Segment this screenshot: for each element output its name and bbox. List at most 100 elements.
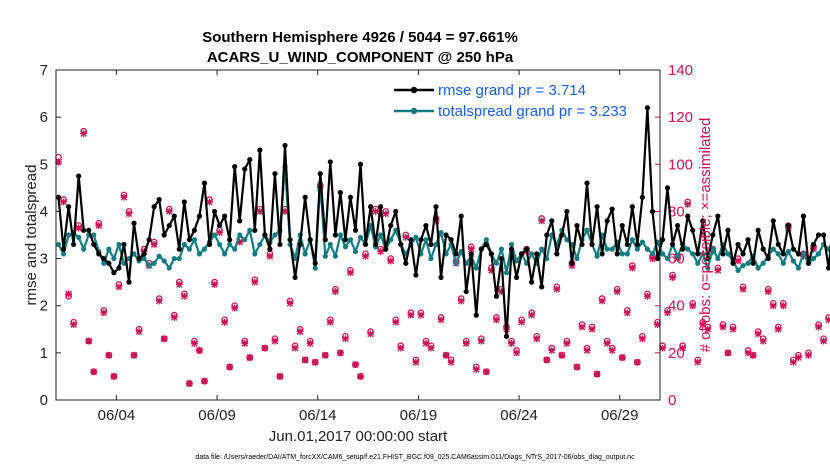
rmse-point (513, 274, 520, 281)
obs-assimilated-marker (60, 198, 67, 206)
totalspread-point (211, 232, 218, 238)
obs-assimilated-marker (633, 358, 641, 366)
totalspread-point (780, 260, 786, 266)
obs-assimilated-marker (352, 361, 359, 369)
obs-assimilated-marker (719, 323, 727, 331)
totalspread-point (644, 246, 651, 252)
rmse-point (685, 213, 691, 219)
line-series (55, 105, 830, 339)
obs-assimilated-marker (291, 344, 299, 352)
totalspread-point (710, 246, 716, 252)
rmse-point (282, 142, 288, 149)
rmse-point (222, 213, 228, 219)
obs-assimilated-marker (769, 302, 777, 310)
obs-assimilated-marker (180, 292, 188, 300)
obs-assimilated-marker (613, 288, 621, 295)
y2-axis-label: # of obs: o=possible; ×=assimilated (697, 118, 714, 353)
rmse-point (302, 194, 308, 200)
obs-assimilated-marker (412, 358, 420, 366)
obs-assimilated-marker (402, 233, 410, 241)
obs-assimilated-marker (608, 347, 616, 354)
rmse-point (227, 237, 233, 243)
obs-assimilated-marker (75, 224, 83, 232)
rmse-point (65, 204, 72, 210)
obs-assimilated-marker (90, 368, 98, 376)
rmse-point (755, 227, 761, 233)
totalspread-point (393, 227, 399, 233)
totalspread-point (433, 241, 439, 248)
rmse-point (785, 222, 791, 229)
totalspread-point (740, 263, 746, 269)
totalspread-point (594, 253, 600, 259)
obs-assimilated-marker (85, 337, 93, 345)
rmse-point (529, 279, 535, 285)
x-tick-label: 06/29 (601, 407, 639, 424)
y-tick-label: 5 (40, 156, 48, 173)
totalspread-point (810, 255, 817, 262)
obs-assimilated-marker (815, 323, 822, 331)
rmse-point (96, 251, 102, 257)
obs-assimilated-marker (623, 309, 631, 317)
totalspread-point (634, 246, 640, 252)
obs-assimilated-marker (744, 349, 752, 357)
obs-assimilated-marker (749, 351, 757, 359)
rmse-point (584, 180, 590, 186)
rmse-point (675, 222, 681, 229)
rmse-point (680, 246, 686, 252)
rmse-point (745, 237, 751, 243)
obs-assimilated-marker (447, 358, 455, 366)
rmse-point (156, 197, 162, 203)
obs-assimilated-marker (191, 340, 198, 347)
rmse-point (71, 241, 77, 248)
obs-assimilated-marker (825, 316, 830, 324)
obs-assimilated-marker (518, 318, 525, 326)
rmse-point (705, 255, 711, 262)
obs-assimilated-marker (654, 321, 661, 328)
obs-assimilated-marker (326, 318, 334, 326)
rmse-point (594, 204, 600, 210)
totalspread-point (675, 253, 681, 259)
obs-assimilated-marker (538, 217, 546, 225)
rmse-point (383, 246, 389, 252)
rmse-point (493, 293, 500, 299)
totalspread-point (755, 265, 761, 271)
rmse-point (111, 270, 117, 276)
rmse-point (367, 204, 374, 210)
obs-assimilated-marker (729, 325, 737, 333)
totalspread-point (388, 237, 394, 243)
rmse-point (388, 222, 394, 229)
rmse-point (559, 232, 565, 238)
totalspread-point (423, 237, 429, 243)
totalspread-point (725, 251, 731, 257)
obs-assimilated-marker (311, 358, 319, 366)
rmse-point (710, 232, 716, 238)
y2-tick-label: 40 (668, 298, 685, 315)
rmse-point (161, 232, 167, 238)
obs-assimilated-marker (367, 330, 374, 338)
rmse-point (196, 213, 203, 219)
obs-assimilated-marker (301, 356, 309, 364)
obs-assimilated-marker (543, 356, 551, 364)
obs-assimilated-marker (392, 318, 400, 326)
obs-assimilated-marker (477, 337, 485, 345)
obs-assimilated-marker (553, 285, 561, 293)
rmse-point (760, 246, 766, 252)
rmse-point (206, 241, 213, 248)
y-tick-label: 0 (40, 392, 48, 409)
totalspread-point (302, 251, 308, 257)
rmse-point (524, 246, 530, 252)
rmse-point (770, 218, 776, 224)
totalspread-point (619, 251, 625, 257)
rmse-point (337, 189, 343, 196)
obs-assimilated-marker (644, 292, 651, 300)
totalspread-point (529, 251, 535, 257)
totalspread-point (186, 246, 192, 252)
rmse-point (186, 237, 192, 243)
totalspread-point (141, 255, 147, 262)
rmse-point (418, 237, 424, 243)
totalspread-point (649, 251, 656, 257)
rmse-point (201, 180, 208, 186)
totalspread-point (438, 230, 444, 236)
rmse-point (106, 260, 112, 266)
obs-assimilated-marker (810, 245, 817, 253)
